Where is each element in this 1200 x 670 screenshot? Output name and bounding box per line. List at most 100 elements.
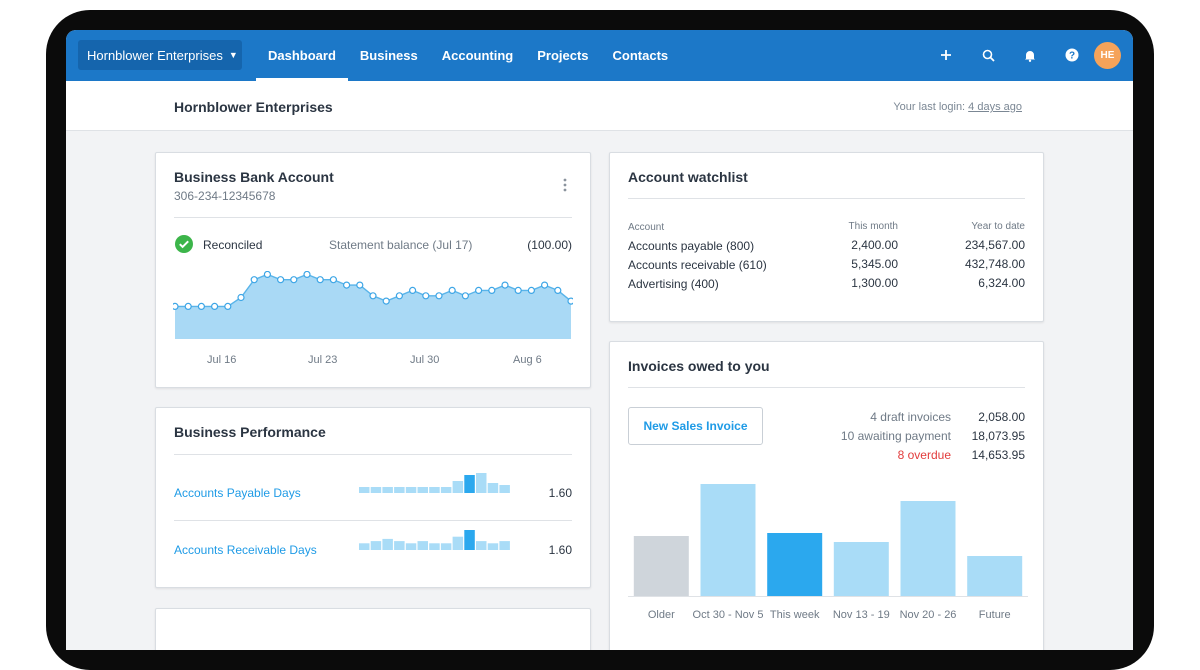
balance-point — [448, 286, 456, 294]
last-login: Your last login: 4 days ago — [893, 101, 1022, 113]
sparkline-bar — [499, 485, 510, 493]
balance-point — [527, 286, 535, 294]
balance-point — [250, 276, 258, 284]
watchlist-account[interactable]: Accounts payable (800) — [628, 239, 755, 253]
watchlist-account[interactable]: Advertising (400) — [628, 277, 719, 291]
check-circle-icon — [175, 235, 193, 253]
accounts-receivable-sparkline — [359, 530, 510, 550]
sparkline-bar — [359, 543, 370, 550]
top-icons: ? HE — [918, 40, 1121, 70]
balance-point — [329, 276, 337, 284]
balance-point — [184, 302, 192, 311]
accounts-payable-days-link[interactable]: Accounts Payable Days — [174, 486, 301, 500]
statement-balance-label: Statement balance (Jul 17) — [329, 238, 473, 252]
accounts-receivable-days-value: 1.60 — [548, 543, 572, 557]
next-card — [155, 608, 591, 650]
balance-area — [175, 274, 571, 339]
watchlist-title[interactable]: Account watchlist — [628, 169, 748, 185]
balance-point — [356, 281, 364, 289]
tab-dashboard[interactable]: Dashboard — [256, 30, 348, 81]
performance-divider — [174, 454, 572, 455]
help-icon[interactable]: ? — [1058, 40, 1086, 70]
performance-title[interactable]: Business Performance — [174, 424, 326, 440]
sparkline-bar — [464, 530, 475, 550]
sparkline-bar — [452, 536, 464, 550]
sub-header: Hornblower Enterprises Your last login: … — [66, 81, 1133, 131]
balance-point — [290, 276, 298, 284]
sparkline-bar — [440, 487, 452, 493]
page-title: Hornblower Enterprises — [174, 99, 333, 115]
statement-balance-value: (100.00) — [527, 238, 572, 252]
invoices-title[interactable]: Invoices owed to you — [628, 358, 770, 374]
last-login-link[interactable]: 4 days ago — [968, 101, 1022, 113]
balance-point — [276, 276, 285, 284]
balance-point — [303, 271, 311, 278]
tab-projects[interactable]: Projects — [537, 48, 589, 63]
sparkline-bar — [417, 487, 428, 493]
awaiting-payment-value: 18,073.95 — [971, 429, 1025, 443]
reconciled-status: Reconciled — [203, 238, 263, 252]
tab-business[interactable]: Business — [359, 48, 418, 63]
x-label-jul-16: Jul 16 — [207, 354, 237, 366]
tab-contacts[interactable]: Contacts — [612, 48, 669, 63]
watchlist-header-ytd: Year to date — [971, 221, 1025, 232]
org-switcher-label: Hornblower Enterprises — [87, 47, 223, 63]
invoice-bar — [767, 533, 823, 596]
invoices-divider — [628, 387, 1025, 388]
sparkline-bar — [487, 483, 499, 493]
invoices-bar-chart: Older Oct 30 - Nov 5 This week Nov 13 - 19 N… — [628, 484, 1028, 621]
balance-point — [567, 297, 573, 305]
sparkline-bar — [382, 538, 393, 550]
draft-invoices-label[interactable]: 4 draft invoices — [870, 410, 951, 424]
balance-point — [554, 286, 562, 294]
avatar[interactable]: HE — [1094, 41, 1121, 69]
balance-point — [501, 281, 509, 289]
balance-point — [435, 292, 443, 300]
sparkline-bar — [405, 487, 417, 493]
main-nav: Dashboard Business Accounting Projects C… — [256, 30, 680, 81]
sparkline-bar — [429, 487, 440, 493]
sparkline-bar — [476, 473, 487, 493]
more-options-icon[interactable] — [560, 177, 570, 193]
sparkline-bar — [429, 543, 440, 550]
invoice-bar-label: Nov 13 - 19 — [833, 609, 890, 621]
balance-point — [422, 292, 430, 300]
balance-point — [173, 302, 179, 310]
overdue-label[interactable]: 8 overdue — [897, 448, 951, 462]
org-switcher[interactable]: Hornblower Enterprises ▼ — [78, 40, 242, 70]
balance-point — [461, 292, 469, 300]
bank-account-title[interactable]: Business Bank Account — [174, 169, 334, 185]
bell-icon[interactable] — [1016, 40, 1044, 70]
awaiting-payment-label[interactable]: 10 awaiting payment — [840, 429, 951, 443]
plus-icon[interactable] — [932, 40, 960, 70]
balance-point — [197, 302, 205, 311]
bank-balance-chart — [173, 271, 573, 339]
new-sales-invoice-button[interactable]: New Sales Invoice — [628, 407, 763, 445]
balance-point — [369, 292, 377, 300]
invoice-bar-label: This week — [770, 609, 820, 621]
x-label-aug-6: Aug 6 — [513, 354, 542, 366]
draft-invoices-value: 2,058.00 — [978, 410, 1025, 424]
watchlist-this-month: 1,300.00 — [851, 276, 898, 290]
watchlist-divider — [628, 198, 1025, 199]
sparkline-bar — [487, 543, 499, 550]
watchlist-ytd: 6,324.00 — [978, 276, 1025, 290]
sparkline-bar — [394, 487, 405, 493]
accounts-payable-days-value: 1.60 — [548, 486, 572, 500]
top-navigation-bar: Hornblower Enterprises ▼ Dashboard Busin… — [66, 30, 1133, 81]
invoice-bar — [700, 484, 756, 596]
tab-accounting[interactable]: Accounting — [441, 48, 514, 63]
watchlist-this-month: 5,345.00 — [851, 257, 898, 271]
watchlist-ytd: 234,567.00 — [964, 238, 1025, 252]
search-icon[interactable] — [974, 40, 1002, 70]
invoice-bar-label: Oct 30 - Nov 5 — [693, 609, 764, 621]
balance-point — [316, 276, 324, 284]
watchlist-header-account: Account — [628, 222, 665, 233]
watchlist-card: Account watchlist Account This month Yea… — [609, 152, 1044, 322]
accounts-receivable-days-link[interactable]: Accounts Receivable Days — [174, 543, 317, 557]
balance-point — [237, 293, 245, 302]
invoice-bar — [633, 536, 689, 596]
app-screen: Hornblower Enterprises ▼ Dashboard Busin… — [66, 30, 1133, 650]
balance-point — [541, 281, 549, 289]
watchlist-account[interactable]: Accounts receivable (610) — [628, 258, 767, 272]
